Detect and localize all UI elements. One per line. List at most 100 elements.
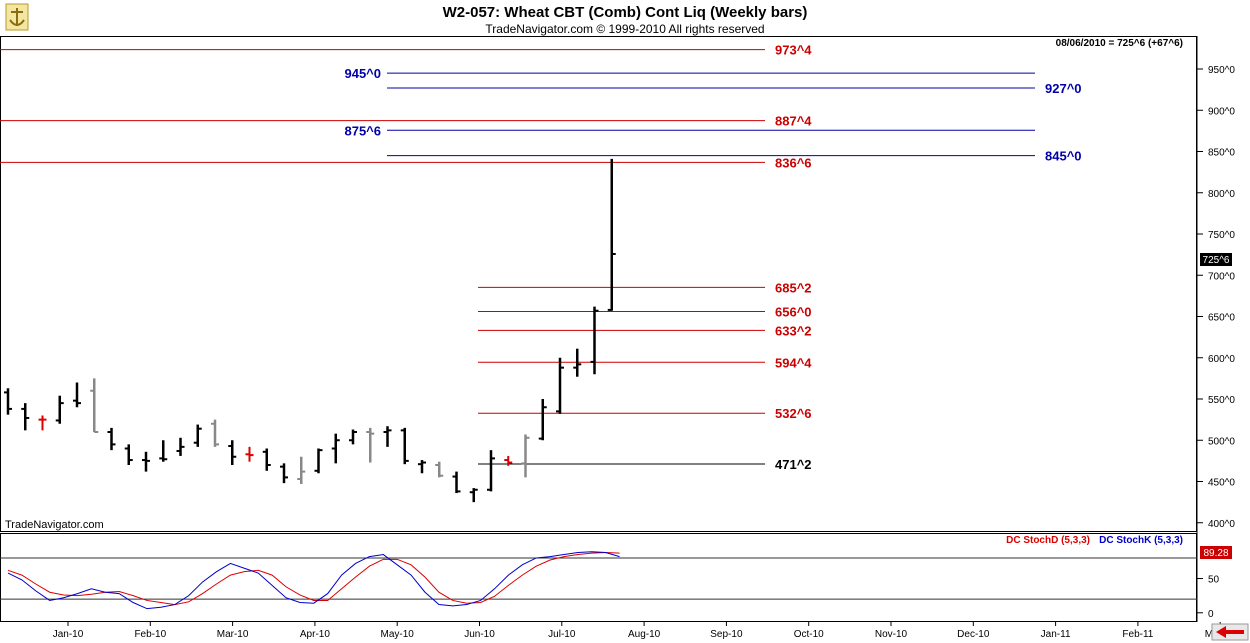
ohlc-bar bbox=[280, 463, 288, 484]
ohlc-bar bbox=[176, 437, 185, 456]
ohlc-bar bbox=[193, 424, 202, 447]
time-tick-label: Apr-10 bbox=[300, 629, 330, 640]
ohlc-bar bbox=[383, 426, 392, 447]
ohlc-bar bbox=[435, 461, 444, 478]
ohlc-bar bbox=[4, 388, 12, 415]
level-label: 927^0 bbox=[1045, 81, 1082, 96]
stoch-d-legend: DC StochD (5,3,3) bbox=[1006, 535, 1090, 546]
anchor-logo-icon bbox=[5, 3, 29, 31]
level-label: 685^2 bbox=[775, 280, 812, 295]
price-tick-label: 500^0 bbox=[1208, 436, 1235, 447]
time-tick-label: Jan-11 bbox=[1041, 629, 1071, 640]
price-tick-label: 400^0 bbox=[1208, 519, 1235, 530]
price-tick-label: 850^0 bbox=[1208, 148, 1235, 159]
time-tick-label: Sep-10 bbox=[710, 629, 743, 640]
ohlc-bar bbox=[211, 419, 219, 447]
level-label: 945^0 bbox=[344, 66, 381, 81]
ohlc-bar bbox=[124, 444, 133, 465]
level-lines: 973^4 945^0 927^0 887^4 875^6 845^0 836^6 685^2… bbox=[0, 43, 1082, 472]
level-label: 656^0 bbox=[775, 305, 812, 320]
time-tick-label: Mar-10 bbox=[217, 629, 249, 640]
info-readout: 08/06/2010 = 725^6 (+67^6) bbox=[1056, 38, 1183, 49]
price-tick-label: 600^0 bbox=[1208, 354, 1235, 365]
ohlc-bar bbox=[142, 451, 150, 472]
ohlc-bar bbox=[38, 415, 47, 431]
ohlc-bar bbox=[297, 456, 306, 484]
ohlc-bar bbox=[538, 399, 547, 441]
ohlc-bar bbox=[159, 440, 168, 462]
ohlc-bar bbox=[366, 427, 375, 463]
time-tick-label: Aug-10 bbox=[628, 629, 661, 640]
ohlc-bar bbox=[556, 357, 564, 414]
time-tick-label: Oct-10 bbox=[794, 629, 824, 640]
ohlc-bar bbox=[331, 433, 340, 464]
price-bars bbox=[4, 158, 616, 503]
price-panel bbox=[0, 36, 1197, 532]
stoch-value-badge: 89.28 bbox=[1200, 546, 1232, 559]
copyright-text: TradeNavigator.com © 1999-2010 All right… bbox=[485, 22, 764, 36]
ohlc-bar bbox=[469, 488, 478, 503]
scroll-left-button[interactable] bbox=[1211, 623, 1249, 641]
time-tick-label: Jul-10 bbox=[548, 629, 576, 640]
level-label: 875^6 bbox=[344, 123, 381, 138]
ohlc-bar bbox=[349, 429, 357, 445]
ohlc-bar bbox=[590, 306, 599, 375]
level-label: 845^0 bbox=[1045, 149, 1082, 164]
ohlc-bar bbox=[21, 403, 30, 431]
level-label: 532^6 bbox=[775, 406, 812, 421]
level-label: 471^2 bbox=[775, 457, 812, 472]
ohlc-bar bbox=[228, 440, 237, 465]
watermark: TradeNavigator.com bbox=[5, 519, 104, 531]
level-label: 887^4 bbox=[775, 114, 812, 129]
arrow-left-icon bbox=[1216, 626, 1244, 638]
time-tick-label: May-10 bbox=[381, 629, 415, 640]
ohlc-bar bbox=[400, 427, 409, 465]
ohlc-bar bbox=[90, 378, 99, 433]
ohlc-bar bbox=[487, 450, 495, 492]
ohlc-bar bbox=[573, 348, 582, 377]
time-tick-label: Jan-10 bbox=[53, 629, 84, 640]
time-axis: Jan-10 Feb-10 Mar-10 Apr-10 May-10 Jun-10 Jul-… bbox=[53, 622, 1236, 640]
level-label: 973^4 bbox=[775, 43, 812, 58]
ohlc-bar bbox=[521, 434, 530, 478]
ohlc-bar bbox=[73, 382, 81, 408]
ohlc-bar bbox=[504, 455, 513, 466]
ohlc-bar bbox=[314, 448, 323, 474]
price-tick-label: 700^0 bbox=[1208, 271, 1235, 282]
stoch-k-legend: DC StochK (5,3,3) bbox=[1099, 535, 1183, 546]
time-tick-label: Jun-10 bbox=[464, 629, 495, 640]
level-label: 836^6 bbox=[775, 155, 812, 170]
stoch-value-bg bbox=[1200, 546, 1232, 559]
stoch-k-line bbox=[7, 551, 620, 610]
stoch-d-line bbox=[7, 551, 620, 606]
chart-title: W2-057: Wheat CBT (Comb) Cont Liq (Weekl… bbox=[443, 4, 808, 21]
price-tick-label: 450^0 bbox=[1208, 478, 1235, 489]
ohlc-bar bbox=[607, 158, 616, 311]
stoch-panel bbox=[0, 533, 1197, 622]
ohlc-bar bbox=[418, 460, 426, 474]
time-tick-label: Nov-10 bbox=[875, 629, 908, 640]
ohlc-bar bbox=[107, 427, 116, 451]
price-axis: 400^0 450^0 500^0 550^0 600^0 650^0 700^0 750^0… bbox=[1197, 65, 1235, 530]
price-tick-label: 950^0 bbox=[1208, 65, 1235, 76]
price-tick-label: 550^0 bbox=[1208, 395, 1235, 406]
stoch-tick-label: 50 bbox=[1208, 575, 1220, 586]
stoch-tick-label: 0 bbox=[1208, 609, 1214, 620]
last-price-badge: 725^6 bbox=[1200, 253, 1232, 266]
stoch-value-label: 89.28 bbox=[1203, 548, 1228, 559]
ohlc-bar bbox=[55, 395, 64, 424]
price-tick-label: 650^0 bbox=[1208, 313, 1235, 324]
time-tick-label: Feb-11 bbox=[1122, 629, 1153, 640]
stochastic-panel: 0 50 DC StochD (5,3,3) DC StochK (5,3,3) 89.… bbox=[0, 535, 1232, 620]
ohlc-bar bbox=[245, 446, 254, 462]
price-tick-label: 900^0 bbox=[1208, 106, 1235, 117]
time-tick-label: Dec-10 bbox=[957, 629, 990, 640]
price-tick-label: 750^0 bbox=[1208, 230, 1235, 241]
ohlc-bar bbox=[452, 471, 461, 494]
last-price-label: 725^6 bbox=[1203, 255, 1230, 266]
ohlc-bar bbox=[262, 448, 271, 471]
price-tick-label: 800^0 bbox=[1208, 189, 1235, 200]
level-label: 633^2 bbox=[775, 323, 812, 338]
time-tick-label: Feb-10 bbox=[134, 629, 166, 640]
